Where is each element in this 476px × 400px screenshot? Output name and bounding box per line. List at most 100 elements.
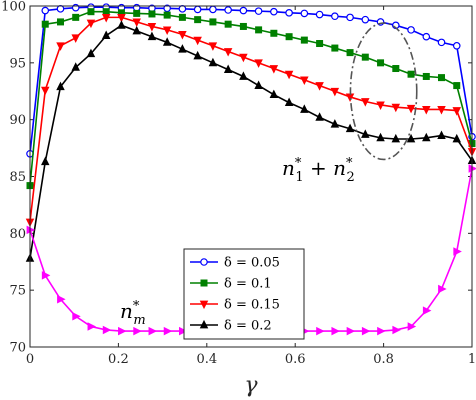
data-point-0-2 (269, 89, 279, 99)
data-point-0-1 (270, 29, 278, 37)
data-point-0-2 (56, 81, 65, 91)
data-point-0-15 (437, 106, 446, 115)
data-point-0-15 (86, 19, 96, 29)
data-point-0-05 (178, 5, 187, 13)
data-point-0-1 (224, 20, 232, 28)
data-point-0-2 (422, 132, 431, 142)
data-point-0-1 (133, 9, 141, 17)
data-point-0-2 (452, 133, 461, 143)
highlight-ellipse (349, 22, 418, 161)
data-point-0-15 (71, 34, 80, 43)
data-point-0-2 (406, 133, 416, 143)
legend-item-0-15: δ = 0.15 (190, 298, 280, 313)
data-point-0-2 (86, 48, 96, 58)
data-point-0-1 (331, 44, 339, 52)
y-tick-label: 75 (9, 284, 26, 299)
data-point-0-15 (361, 98, 370, 107)
series-line-0-15 (29, 16, 473, 223)
data-point-0-15 (254, 59, 263, 68)
data-point-0-05 (254, 7, 263, 15)
data-point-0-05 (239, 6, 248, 15)
data-point-0-15 (315, 82, 324, 91)
series-0-15 (25, 13, 476, 228)
legend-label: δ = 0.2 (224, 319, 272, 334)
data-point-series-5 (361, 326, 371, 336)
data-point-0-15 (208, 42, 218, 51)
data-point-0-15 (147, 23, 157, 32)
legend-label: δ = 0.05 (224, 256, 280, 271)
data-point-0-15 (422, 106, 431, 115)
data-point-0-1 (56, 18, 64, 26)
data-point-0-05 (41, 6, 50, 15)
data-point-series-5 (331, 326, 340, 336)
series-0-1 (26, 8, 476, 190)
data-point-0-2 (330, 119, 340, 128)
data-point-0-15 (178, 31, 187, 40)
data-point-0-15 (452, 107, 461, 116)
x-tick-label: 1 (468, 352, 476, 367)
x-tick-label: 0.6 (285, 352, 306, 367)
data-point-0-05 (270, 7, 278, 16)
data-point-0-15 (223, 48, 233, 57)
data-point-0-2 (345, 123, 355, 133)
data-point-0-1 (209, 18, 217, 26)
data-point-0-05 (163, 4, 171, 13)
data-point-0-1 (407, 70, 415, 78)
y-tick-label: 85 (9, 170, 26, 185)
x-tick-label: 0 (26, 352, 34, 367)
legend-marker (199, 300, 209, 310)
data-point-0-2 (117, 20, 126, 29)
annotations: n* 1 + n* 2 n* m (120, 22, 418, 328)
data-point-series-5 (57, 295, 66, 304)
data-point-0-05 (71, 3, 80, 12)
plus-sign: + (304, 156, 333, 180)
data-point-0-2 (254, 80, 263, 89)
data-point-0-15 (193, 36, 202, 46)
data-point-0-1 (148, 10, 156, 18)
data-point-0-15 (162, 26, 172, 35)
data-point-series-5 (422, 306, 432, 315)
data-point-0-2 (71, 62, 80, 71)
data-point-0-15 (269, 65, 279, 74)
data-point-0-1 (453, 82, 461, 90)
data-point-0-15 (300, 76, 309, 85)
data-point-0-1 (255, 26, 263, 34)
data-point-0-1 (163, 11, 171, 19)
data-point-0-05 (209, 5, 217, 14)
tick-labels: 0 0.2 0.4 0.6 0.8 1 70 75 80 85 90 95 100 (1, 0, 476, 367)
x-axis-label: γ (244, 373, 258, 398)
data-point-0-2 (284, 97, 294, 107)
data-point-0-1 (41, 20, 49, 28)
data-point-0-1 (72, 13, 80, 21)
data-point-0-15 (239, 53, 248, 63)
data-point-0-05 (56, 5, 65, 13)
legend-marker (200, 258, 208, 266)
data-point-0-2 (315, 112, 324, 121)
data-point-0-15 (132, 18, 141, 28)
legend-item-0-1: δ = 0.1 (190, 277, 272, 292)
data-point-0-15 (101, 13, 111, 23)
data-point-series-5 (392, 325, 401, 335)
legend-marker (200, 279, 208, 287)
data-point-series-5 (87, 322, 97, 331)
data-point-0-05 (452, 41, 461, 50)
data-point-0-1 (285, 33, 293, 41)
data-point-series-5 (377, 326, 386, 336)
data-point-0-15 (284, 70, 294, 80)
x-tick-label: 0.2 (108, 352, 129, 367)
nm-annotation: n* m (120, 299, 146, 328)
data-point-0-1 (316, 40, 324, 48)
data-point-0-05 (422, 32, 431, 41)
data-point-0-1 (438, 74, 446, 82)
data-point-series-5 (346, 326, 356, 336)
data-point-series-5 (163, 326, 173, 336)
data-point-0-2 (208, 57, 218, 67)
data-point-series-5 (407, 322, 417, 331)
data-point-series-5 (26, 225, 36, 235)
data-point-0-2 (101, 30, 111, 39)
series-0-2 (25, 20, 476, 262)
data-point-0-15 (41, 86, 50, 96)
data-point-0-15 (117, 13, 126, 23)
data-point-0-1 (178, 13, 186, 21)
